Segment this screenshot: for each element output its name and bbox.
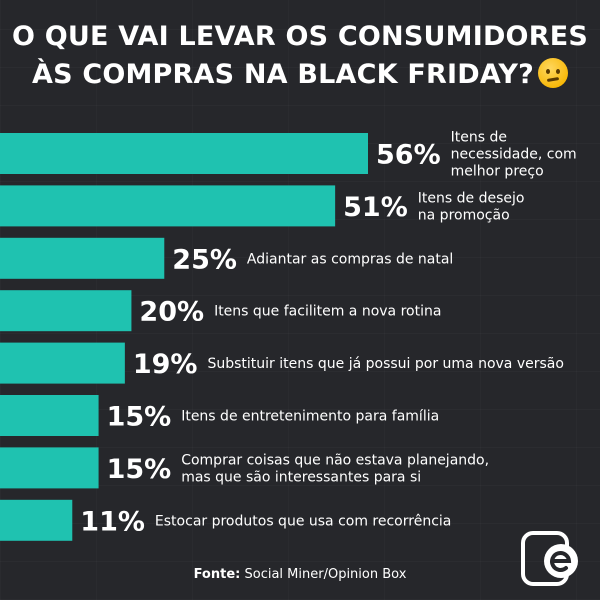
thinking-face-icon xyxy=(538,58,569,88)
category-label-3-line-1: Adiantar as compras de natal xyxy=(247,251,453,267)
category-label-4-line-1: Itens que facilitem a nova rotina xyxy=(214,304,441,320)
value-label-4: 20% xyxy=(139,297,204,328)
category-label-2-line-1: Itens de desejo xyxy=(418,190,525,206)
source-note: Fonte: Social Miner/Opinion Box xyxy=(0,567,600,582)
category-label-1: Itens de necessidade, com melhor preço xyxy=(451,130,577,180)
category-label-7: Comprar coisas que não estava planejando… xyxy=(181,452,489,485)
category-label-6-line-1: Itens de entretenimento para família xyxy=(181,409,439,425)
value-label-3: 25% xyxy=(172,244,237,275)
category-label-1-line-2: necessidade, com xyxy=(451,147,577,163)
e-logo-icon xyxy=(521,531,583,586)
value-label-5: 19% xyxy=(133,349,198,380)
value-label-6: 15% xyxy=(107,402,172,433)
bar-1 xyxy=(0,133,368,174)
bar-chart: 56% Itens de necessidade, com melhor preço 5… xyxy=(0,130,577,541)
category-label-1-line-1: Itens de xyxy=(451,130,507,146)
category-label-7-line-1: Comprar coisas que não estava planejando… xyxy=(181,452,489,468)
chart-title-line-2-text: ÀS COMPRAS NA BLACK FRIDAY? xyxy=(31,59,535,90)
bar-6 xyxy=(0,395,99,436)
category-label-3: Adiantar as compras de natal xyxy=(247,251,453,267)
category-label-7-line-2: mas que são interessantes para si xyxy=(181,469,421,485)
source-text: Social Miner/Opinion Box xyxy=(244,567,407,582)
chart-title-line-2: ÀS COMPRAS NA BLACK FRIDAY? xyxy=(0,56,600,94)
bar-3 xyxy=(0,237,165,279)
category-label-8-line-1: Estocar produtos que usa com recorrência xyxy=(155,513,451,529)
value-label-8: 11% xyxy=(80,506,145,537)
category-label-4: Itens que facilitem a nova rotina xyxy=(214,304,441,320)
bar-8 xyxy=(0,499,73,541)
category-label-5-line-1: Substituir itens que já possui por uma n… xyxy=(207,356,563,372)
value-label-2: 51% xyxy=(343,192,408,223)
category-label-6: Itens de entretenimento para família xyxy=(181,409,439,425)
bar-4 xyxy=(0,290,132,332)
category-label-8: Estocar produtos que usa com recorrência xyxy=(155,513,451,529)
source-label: Fonte: xyxy=(193,567,241,582)
chart-title-line-1: O QUE VAI LEVAR OS CONSUMIDORES xyxy=(12,21,588,52)
bar-5 xyxy=(0,342,125,384)
bar-7 xyxy=(0,447,99,489)
value-label-7: 15% xyxy=(107,454,172,485)
chart-title: O QUE VAI LEVAR OS CONSUMIDORES ÀS COMPR… xyxy=(0,18,600,94)
category-label-2-line-2: na promoção xyxy=(418,207,510,223)
bar-2 xyxy=(0,185,336,227)
value-label-1: 56% xyxy=(376,140,441,171)
category-label-5: Substituir itens que já possui por uma n… xyxy=(207,356,563,372)
category-label-2: Itens de desejo na promoção xyxy=(418,190,525,223)
category-label-1-line-3: melhor preço xyxy=(451,164,544,180)
